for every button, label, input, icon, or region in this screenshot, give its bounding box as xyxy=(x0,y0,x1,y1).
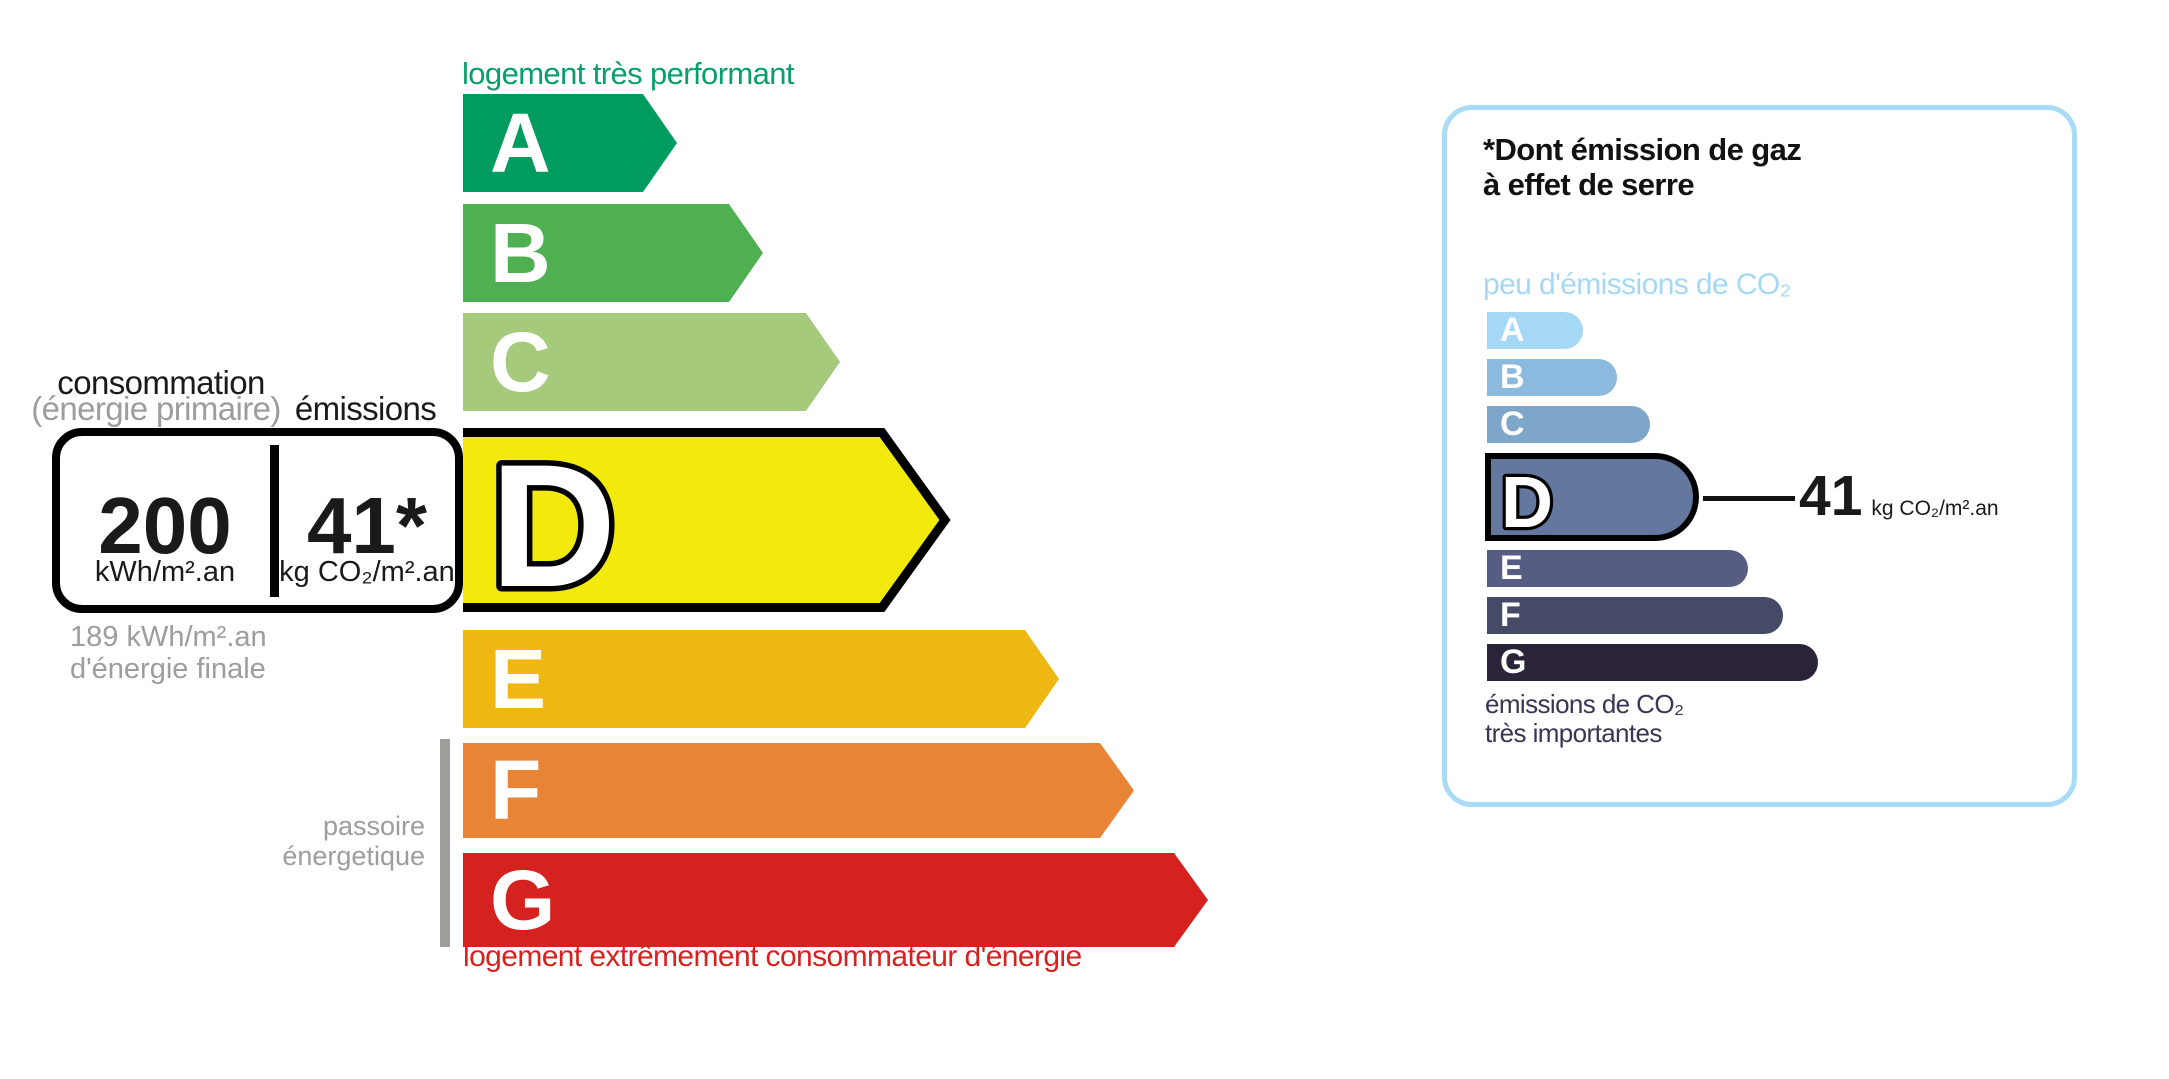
consumption-label: consommation xyxy=(57,364,265,401)
energy-class-f-bar: F xyxy=(463,743,1134,838)
co2-low-emissions-caption: peu d'émissions de CO₂ xyxy=(1483,268,1791,301)
energy-class-d-highlighted-arrow: D xyxy=(463,428,951,612)
emissions-unit: kg CO₂/m².an xyxy=(279,556,455,588)
final-energy-note: 189 kWh/m².an d'énergie finale xyxy=(70,621,267,686)
energy-class-c-letter: C xyxy=(490,314,551,409)
co2-class-b-bar: B xyxy=(1487,358,1617,396)
energy-class-e-bar: E xyxy=(463,630,1059,728)
energy-class-e-letter: E xyxy=(490,631,547,726)
energy-class-b-bar: B xyxy=(463,204,763,302)
co2-class-g-bar: G xyxy=(1487,643,1818,681)
co2-high-emissions-caption: émissions de CO₂ très importantes xyxy=(1485,689,1684,749)
emissions-label: émissions xyxy=(294,390,437,427)
final-energy-note-line2: d'énergie finale xyxy=(70,652,266,685)
energy-class-c-bar: C xyxy=(463,313,840,411)
consumption-cell: 200 kWh/m².an xyxy=(60,436,270,605)
energy-class-a-bar: A xyxy=(463,94,677,192)
co2-class-e-bar: E xyxy=(1487,549,1748,587)
co2-callout: 41 kg CO₂/m².an xyxy=(1799,468,1999,525)
energy-sieve-label: passoire énergetique xyxy=(200,811,425,871)
energy-class-b-letter: B xyxy=(490,205,551,300)
energy-sieve-label-line1: passoire xyxy=(322,811,425,841)
final-energy-note-line1: 189 kWh/m².an xyxy=(70,621,267,653)
co2-callout-value: 41 xyxy=(1799,464,1863,528)
co2-class-g-letter: G xyxy=(1500,643,1527,681)
co2-class-f-letter: F xyxy=(1500,596,1521,634)
emissions-cell: 41* kg CO₂/m².an xyxy=(279,436,455,605)
worst-performance-caption: logement extrêmement consommateur d'éner… xyxy=(463,940,1082,973)
co2-class-d-highlighted-pill: D xyxy=(1485,453,1699,541)
co2-class-d-letter: D xyxy=(1501,463,1553,541)
co2-class-a-letter: A xyxy=(1500,311,1525,349)
co2-callout-unit: kg CO₂/m².an xyxy=(1871,497,1999,520)
primary-energy-sublabel: (énergie primaire) xyxy=(31,390,281,427)
energy-class-g-bar: G xyxy=(463,853,1208,947)
co2-class-b-letter: B xyxy=(1500,358,1525,396)
consumption-unit: kWh/m².an xyxy=(94,556,236,588)
energy-class-a-letter: A xyxy=(490,95,551,190)
energy-sieve-marker-bar xyxy=(440,739,450,947)
co2-panel-title-line1: *Dont émission de gaz xyxy=(1483,132,1802,167)
consumption-value: 200 xyxy=(98,481,232,570)
co2-high-emissions-caption-line1: émissions de CO₂ xyxy=(1485,689,1684,719)
energy-sieve-label-line2: énergetique xyxy=(282,840,425,871)
co2-panel-title: *Dont émission de gaz à effet de serre xyxy=(1483,132,1802,203)
emissions-value: 41* xyxy=(306,481,428,570)
energy-class-d-letter: D xyxy=(490,429,616,612)
co2-class-f-bar: F xyxy=(1487,596,1783,634)
co2-class-d-pill-shape xyxy=(1485,453,1699,541)
co2-class-c-letter: C xyxy=(1500,405,1525,443)
co2-panel-title-line2: à effet de serre xyxy=(1483,167,1695,203)
energy-class-f-letter: F xyxy=(490,743,542,837)
co2-class-e-letter: E xyxy=(1500,549,1523,587)
consumption-value-box: 200 kWh/m².an 41* kg CO₂/m².an xyxy=(52,428,463,613)
co2-callout-line xyxy=(1703,496,1795,501)
energy-class-g-letter: G xyxy=(490,852,556,947)
co2-high-emissions-caption-line2: très importantes xyxy=(1485,718,1662,749)
co2-class-a-bar: A xyxy=(1487,311,1583,349)
energy-class-d-arrow-shape xyxy=(463,428,951,612)
best-performance-caption: logement très performant xyxy=(462,56,795,91)
co2-class-c-bar: C xyxy=(1487,405,1650,443)
box-divider xyxy=(270,445,279,597)
